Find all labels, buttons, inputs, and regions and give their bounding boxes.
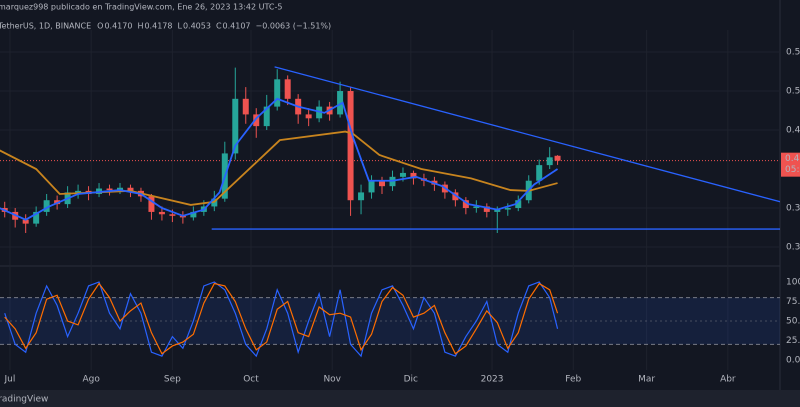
candle-body [169,214,176,216]
ohlc-label: L [177,22,182,31]
pane [4,281,559,358]
price-tag: 0.4 [785,154,800,164]
line-series [274,66,780,203]
candle-body [462,200,469,209]
x-tick-label: Oct [243,375,259,385]
candle-body [148,196,155,212]
candle-body [368,180,375,193]
ohlc-value: 0.4107 [223,22,251,31]
y-tick-label: 100 [786,278,800,288]
candle-body [483,206,490,212]
ohlc-value: 0.4170 [104,22,132,31]
candle-body [33,211,40,224]
y-tick-label: 0.3 [786,204,800,214]
candle-body [554,155,561,161]
candle-body [347,91,354,201]
candle-body [106,188,113,191]
brand: TradingView [0,395,48,405]
y-tick-label: 0.4 [786,126,800,136]
x-tick-label: Mar [638,375,655,385]
price-tag-box [781,152,800,177]
y-tick-label: 0.3 [786,243,800,253]
candle-body [473,206,480,209]
x-tick-label: Ago [82,375,100,385]
candle-body [452,192,459,201]
candle-body [43,200,50,212]
footer-bar [0,390,800,407]
ohlc-value: 0.4178 [144,22,172,31]
candle-body [399,172,406,177]
candle-body [284,79,291,99]
candle-body [127,187,134,191]
ohlc-value: 0.4053 [183,22,211,31]
y-tick-label: 0.5 [786,87,800,97]
change: −0.0063 (−1.51%) [256,22,332,31]
candle-body [274,79,281,107]
candle-body [232,98,239,154]
candle-body [190,211,197,218]
candle-body [263,106,270,127]
candle-body [337,91,344,115]
line-series [0,97,559,221]
candle-body [22,219,29,224]
y-tick-label: 25. [786,336,800,346]
y-tick-label: 0.0 [786,356,800,366]
candle-body [358,192,365,201]
x-tick-label: 2023 [481,375,504,385]
candle-body [75,190,82,193]
pane [0,66,780,233]
symbol: TetherUS, 1D, BINANCE [0,22,91,31]
x-tick-label: Feb [565,375,581,385]
candle-body [546,157,553,166]
x-tick-label: Nov [323,375,341,385]
candle-body [242,98,249,115]
countdown: 05: [785,165,799,175]
candle-body [515,200,522,209]
candle-body [536,165,543,181]
candle-body [305,114,312,119]
candle-body [379,180,386,187]
y-tick-label: 50. [786,317,800,327]
publisher: marquez998 publicado en TradingView.com,… [0,3,282,12]
x-tick-label: Sep [164,375,181,385]
candle-body [253,114,260,127]
ohlc-label: H [137,22,143,31]
x-tick-label: Jul [4,375,16,385]
x-tick-label: Dic [404,375,418,385]
x-tick-label: Abr [720,375,736,385]
y-tick-label: 75. [786,297,800,307]
oscillator-line [4,282,559,355]
ohlc-label: C [216,22,222,31]
candle-body [410,172,417,179]
candle-body [504,208,511,210]
oscillator-line [4,281,559,358]
ohlc-label: O [97,22,103,31]
candle-body [117,187,123,191]
y-tick-label: 0.5 [786,48,800,58]
candle-body [494,209,501,212]
candle-body [158,211,165,215]
